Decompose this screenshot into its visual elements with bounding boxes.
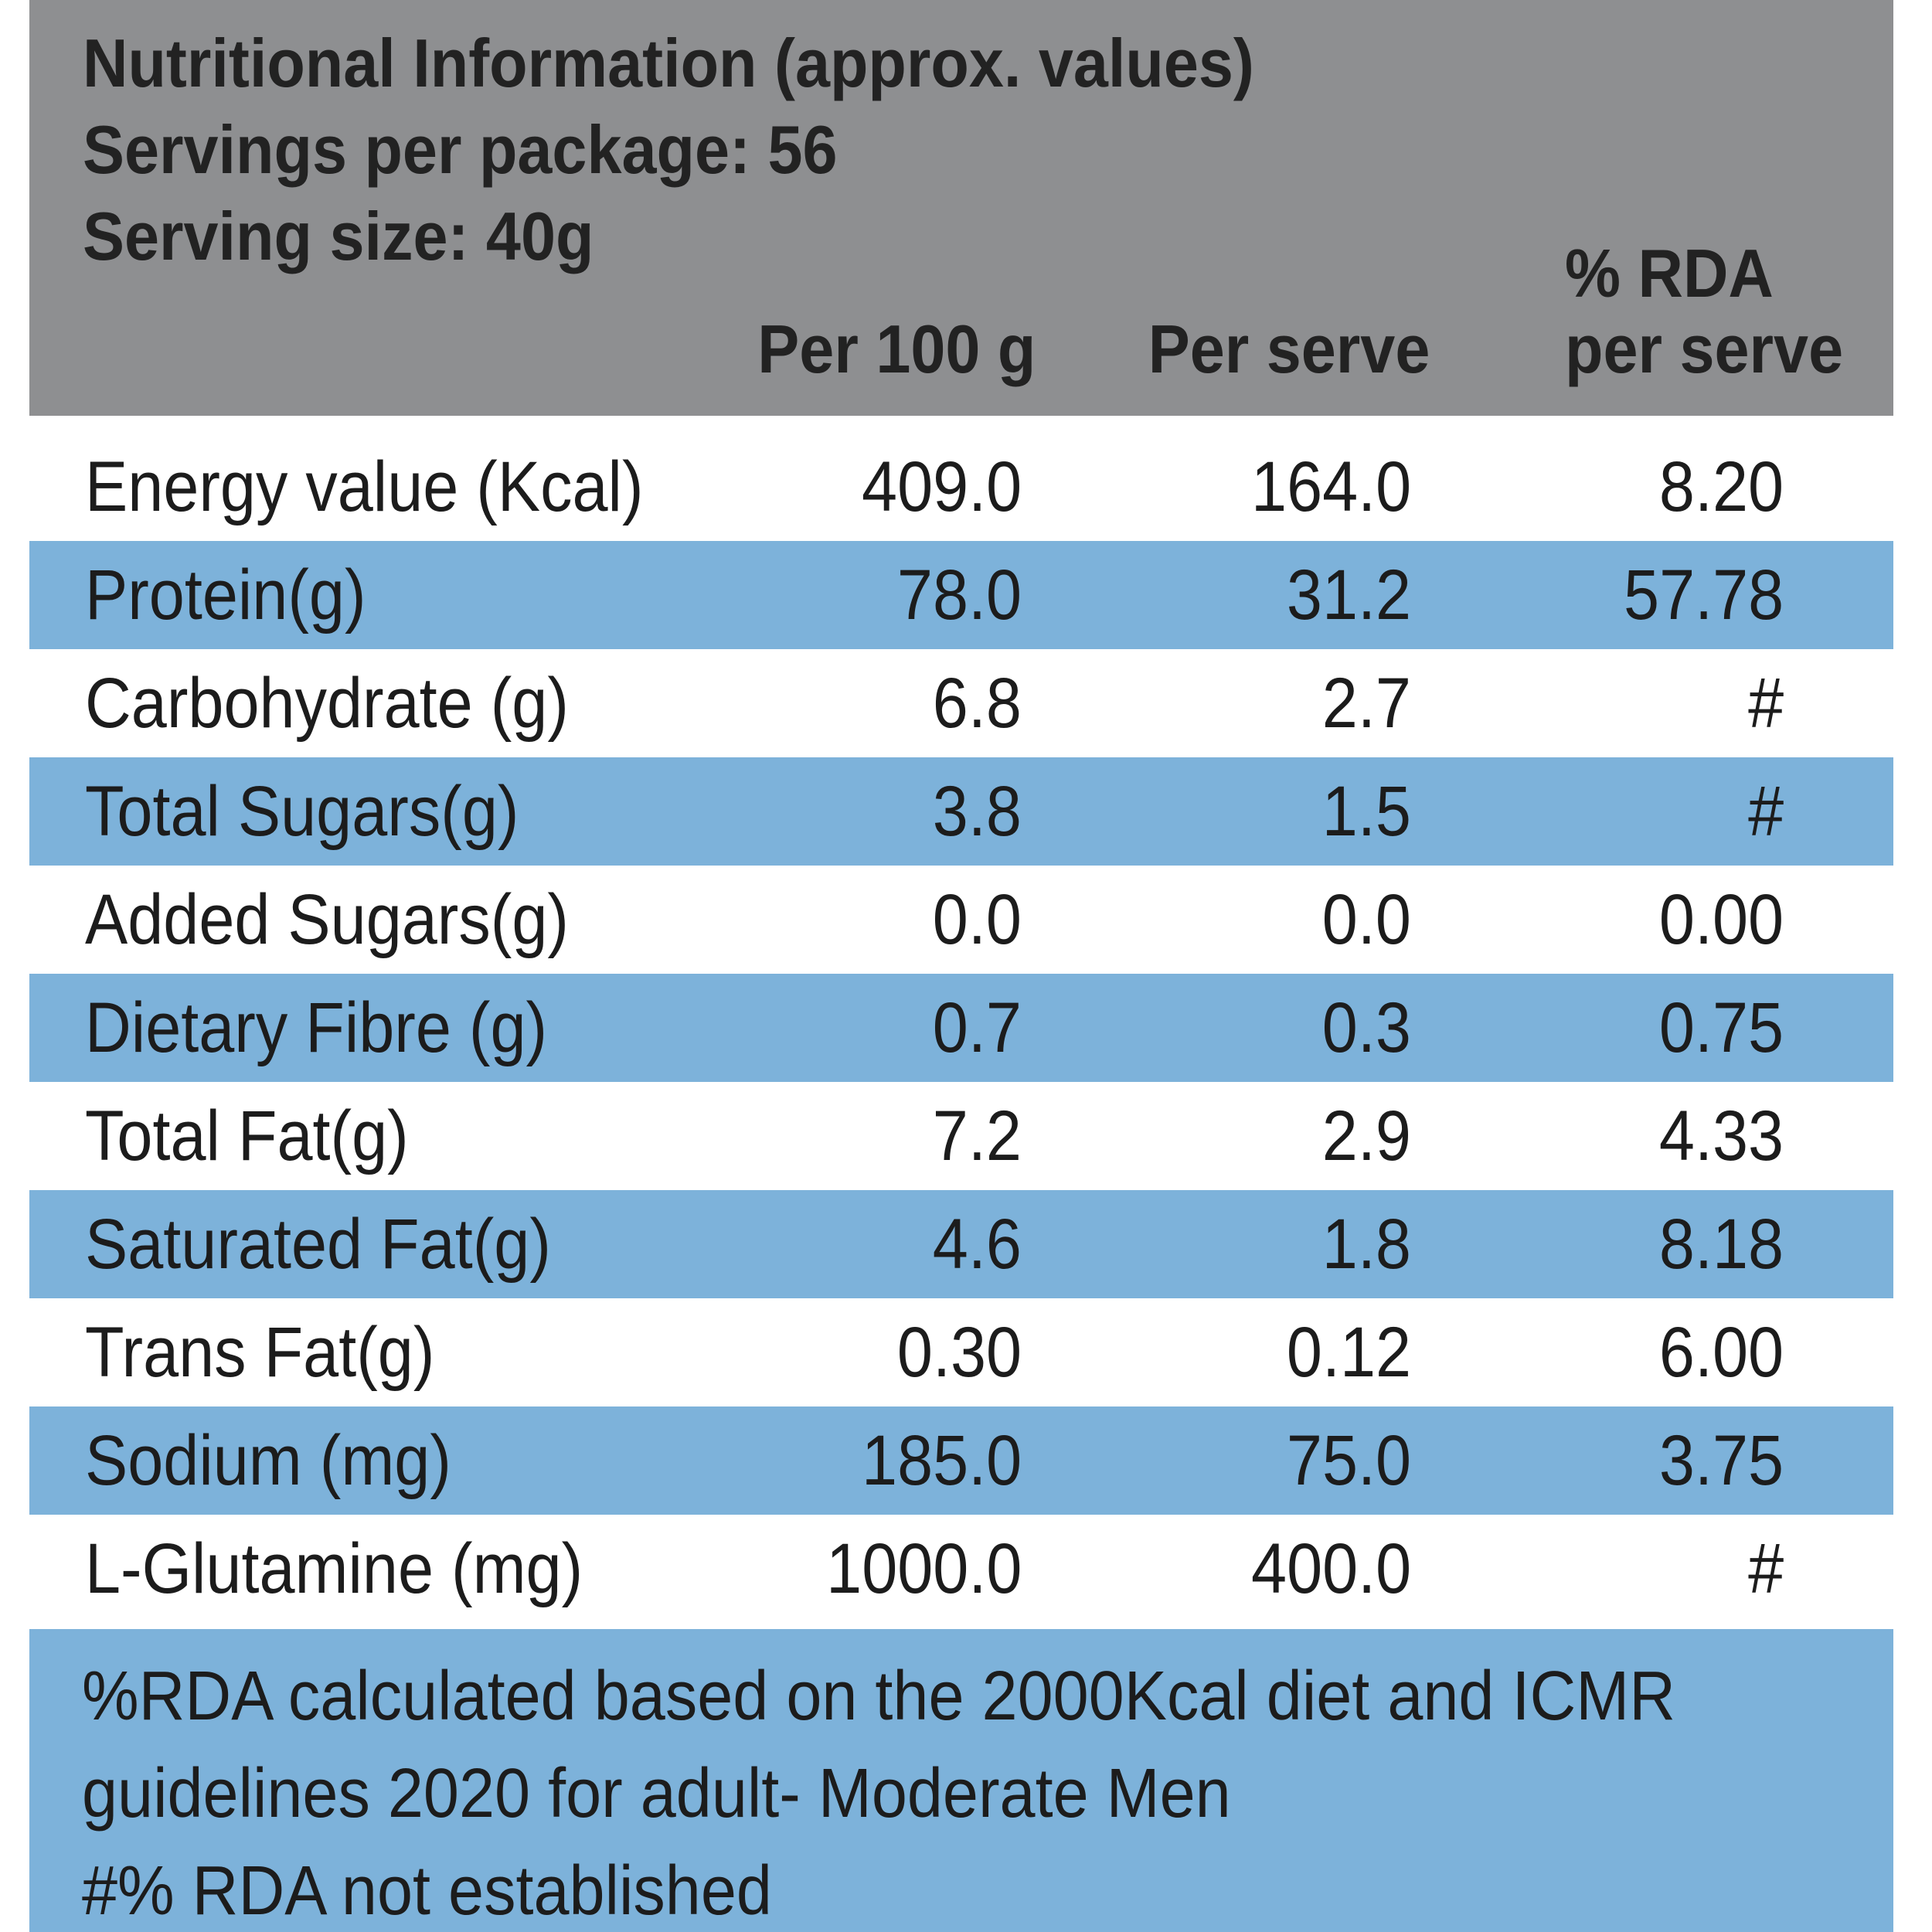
value-rda: 3.75 <box>1658 1421 1784 1500</box>
value-rda: 0.00 <box>1658 880 1784 959</box>
value-rda: # <box>1747 772 1784 851</box>
value-per-100g: 0.7 <box>932 988 1022 1067</box>
nutrition-footnote: %RDA calculated based on the 2000Kcal di… <box>29 1629 1893 1932</box>
nutrient-label: Dietary Fibre (g) <box>85 988 548 1067</box>
servings-per-package: Servings per package: 56 <box>83 111 838 188</box>
value-rda: 4.33 <box>1658 1097 1784 1175</box>
table-row: Sodium (mg) 185.0 75.0 3.75 <box>29 1406 1893 1515</box>
footnote-line-1: %RDA calculated based on the 2000Kcal di… <box>82 1658 1676 1735</box>
nutrient-label: Total Sugars(g) <box>85 772 519 851</box>
nutrient-label: Total Fat(g) <box>85 1097 409 1175</box>
table-row: L-Glutamine (mg) 1000.0 400.0 # <box>29 1515 1893 1623</box>
value-per-100g: 0.30 <box>896 1313 1022 1392</box>
table-row: Energy value (Kcal) 409.0 164.0 8.20 <box>29 433 1893 541</box>
value-per-serve: 0.12 <box>1286 1313 1411 1392</box>
value-per-100g: 409.0 <box>861 447 1022 526</box>
nutrition-title: Nutritional Information (approx. values) <box>83 25 1254 101</box>
table-row: Dietary Fibre (g) 0.7 0.3 0.75 <box>29 974 1893 1082</box>
value-rda: 57.78 <box>1623 556 1784 634</box>
column-header-rda-line1: % RDA <box>1565 235 1774 311</box>
table-row: Protein(g) 78.0 31.2 57.78 <box>29 541 1893 649</box>
nutrient-label: Sodium (mg) <box>85 1421 451 1500</box>
nutrient-label: Trans Fat(g) <box>85 1313 435 1392</box>
value-per-100g: 7.2 <box>932 1097 1022 1175</box>
value-per-serve: 1.8 <box>1321 1205 1411 1284</box>
column-header-per-serve: Per serve <box>1148 311 1430 387</box>
value-rda: 0.75 <box>1658 988 1784 1067</box>
table-row: Saturated Fat(g) 4.6 1.8 8.18 <box>29 1190 1893 1298</box>
value-rda: # <box>1747 1529 1784 1608</box>
nutrition-label: Nutritional Information (approx. values)… <box>29 0 1893 1932</box>
value-per-serve: 75.0 <box>1286 1421 1411 1500</box>
value-per-serve: 0.3 <box>1321 988 1411 1067</box>
value-per-100g: 0.0 <box>932 880 1022 959</box>
nutrition-header: Nutritional Information (approx. values)… <box>29 0 1893 416</box>
nutrient-label: Saturated Fat(g) <box>85 1205 551 1284</box>
table-row: Carbohydrate (g) 6.8 2.7 # <box>29 649 1893 757</box>
value-rda: 8.20 <box>1658 447 1784 526</box>
value-per-serve: 400.0 <box>1250 1529 1411 1608</box>
footnote-line-3: #% RDA not established <box>82 1852 772 1930</box>
table-row: Trans Fat(g) 0.30 0.12 6.00 <box>29 1298 1893 1406</box>
column-header-per-100g: Per 100 g <box>757 311 1036 387</box>
value-per-100g: 185.0 <box>861 1421 1022 1500</box>
value-rda: 6.00 <box>1658 1313 1784 1392</box>
value-per-serve: 164.0 <box>1250 447 1411 526</box>
table-row: Total Fat(g) 7.2 2.9 4.33 <box>29 1082 1893 1190</box>
table-row: Total Sugars(g) 3.8 1.5 # <box>29 757 1893 866</box>
value-per-serve: 2.7 <box>1321 664 1411 743</box>
value-per-100g: 4.6 <box>932 1205 1022 1284</box>
nutrient-label: L-Glutamine (mg) <box>85 1529 583 1608</box>
value-per-serve: 2.9 <box>1321 1097 1411 1175</box>
nutrient-label: Energy value (Kcal) <box>85 447 644 526</box>
table-row: Added Sugars(g) 0.0 0.0 0.00 <box>29 866 1893 974</box>
footnote-line-2: guidelines 2020 for adult- Moderate Men <box>82 1755 1231 1832</box>
value-rda: # <box>1747 664 1784 743</box>
nutrient-label: Added Sugars(g) <box>85 880 569 959</box>
value-per-serve: 1.5 <box>1321 772 1411 851</box>
value-per-100g: 1000.0 <box>825 1529 1022 1608</box>
nutrient-label: Protein(g) <box>85 556 366 634</box>
value-per-100g: 3.8 <box>932 772 1022 851</box>
value-per-100g: 78.0 <box>896 556 1022 634</box>
value-per-serve: 0.0 <box>1321 880 1411 959</box>
value-rda: 8.18 <box>1658 1205 1784 1284</box>
column-header-rda-line2: per serve <box>1565 311 1844 387</box>
value-per-serve: 31.2 <box>1286 556 1411 634</box>
serving-size: Serving size: 40g <box>83 198 594 274</box>
nutrient-label: Carbohydrate (g) <box>85 664 569 743</box>
value-per-100g: 6.8 <box>932 664 1022 743</box>
